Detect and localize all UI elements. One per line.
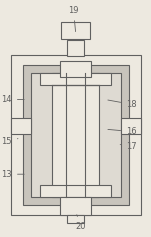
Bar: [52, 73, 99, 197]
Bar: [60, 61, 91, 77]
Bar: [31, 73, 121, 197]
Bar: [60, 197, 91, 215]
Text: 14: 14: [1, 95, 24, 104]
Bar: [40, 185, 111, 197]
Bar: [11, 118, 31, 134]
Bar: [67, 40, 84, 56]
Bar: [22, 65, 129, 205]
Text: 20: 20: [76, 215, 86, 231]
Bar: [67, 215, 84, 223]
Text: 17: 17: [120, 142, 137, 151]
Bar: [40, 73, 111, 85]
Bar: [121, 118, 141, 134]
Text: 13: 13: [1, 170, 24, 179]
Text: 15: 15: [1, 137, 18, 146]
Bar: [61, 22, 90, 39]
Text: 18: 18: [108, 100, 137, 109]
Text: 16: 16: [108, 127, 137, 136]
Text: 19: 19: [68, 6, 79, 32]
Bar: [11, 55, 141, 215]
